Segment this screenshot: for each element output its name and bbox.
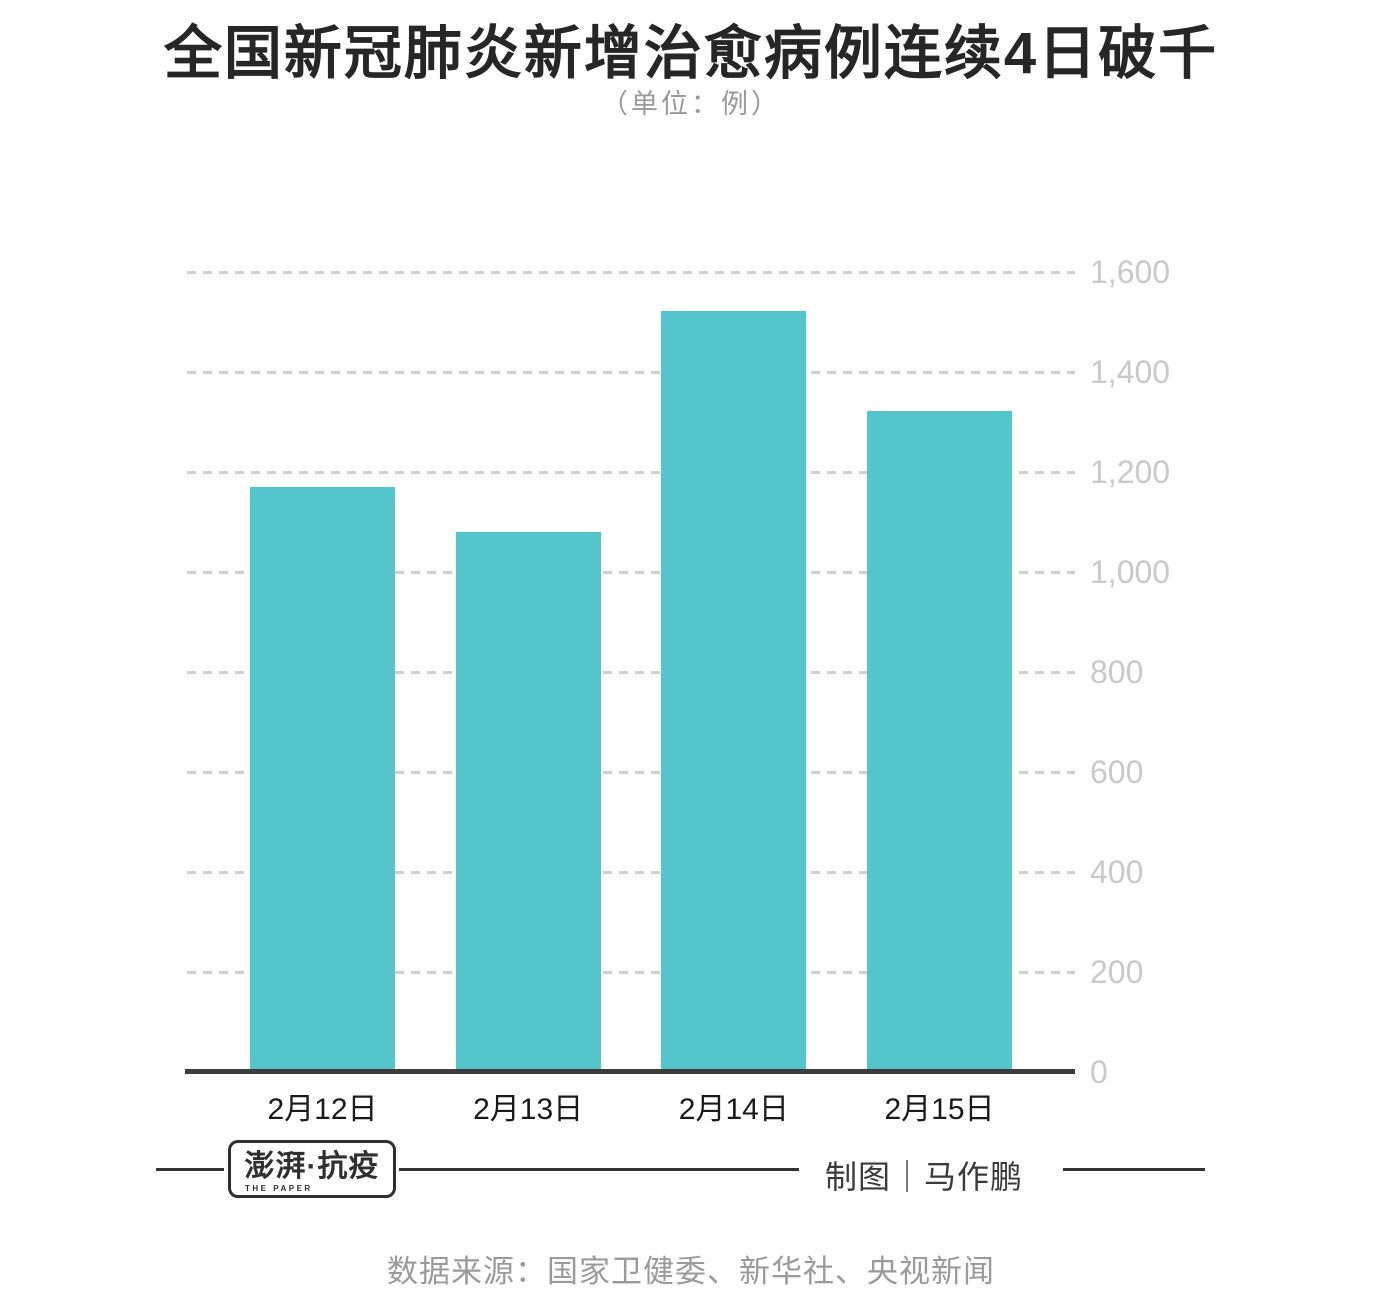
bar (661, 310, 807, 1072)
gridline (187, 971, 1075, 974)
gridline (187, 671, 1075, 674)
y-tick-label: 800 (1090, 654, 1144, 690)
y-tick-label: 200 (1090, 954, 1144, 990)
plot-area (187, 271, 1075, 1072)
footer-divider-right (1063, 1168, 1205, 1171)
gridline (187, 271, 1075, 274)
x-tick-label: 2月13日 (473, 1093, 584, 1126)
gridline (187, 871, 1075, 874)
gridline (187, 571, 1075, 574)
bar (250, 486, 395, 1072)
y-tick-label: 400 (1090, 854, 1144, 890)
y-tick-label: 1,200 (1090, 454, 1171, 490)
y-tick-label: 1,600 (1090, 254, 1171, 290)
x-axis-line (185, 1069, 1075, 1074)
gridline (187, 771, 1075, 774)
y-tick-label: 0 (1090, 1054, 1108, 1090)
x-tick-label: 2月15日 (884, 1093, 995, 1126)
y-tick-label: 600 (1090, 754, 1144, 790)
logo-text: 澎湃·抗疫 (244, 1150, 380, 1183)
thepaper-logo: 澎湃·抗疫 THE PAPER (228, 1140, 396, 1198)
x-tick-label: 2月12日 (267, 1093, 378, 1126)
credit-text: 制图｜马作鹏 (825, 1159, 1024, 1195)
y-tick-label: 1,400 (1090, 354, 1171, 390)
footer-divider-middle (399, 1168, 799, 1171)
bar-chart: 0 200 400 600 800 1,000 1,200 1,400 1,600 2月12日 2… (0, 256, 1382, 1152)
logo-subtext: THE PAPER (245, 1184, 313, 1193)
bar (455, 531, 601, 1072)
data-source: 数据来源：国家卫健委、新华社、央视新闻 (387, 1254, 995, 1289)
footer-divider-left (156, 1168, 224, 1171)
x-tick-label: 2月14日 (678, 1093, 789, 1126)
gridline (187, 471, 1075, 474)
chart-title: 全国新冠肺炎新增治愈病例连续4日破千 (163, 21, 1219, 86)
bar (867, 410, 1012, 1072)
chart-unit-note: （单位：例） (601, 89, 781, 119)
y-tick-label: 1,000 (1090, 554, 1171, 590)
gridline (187, 371, 1075, 374)
